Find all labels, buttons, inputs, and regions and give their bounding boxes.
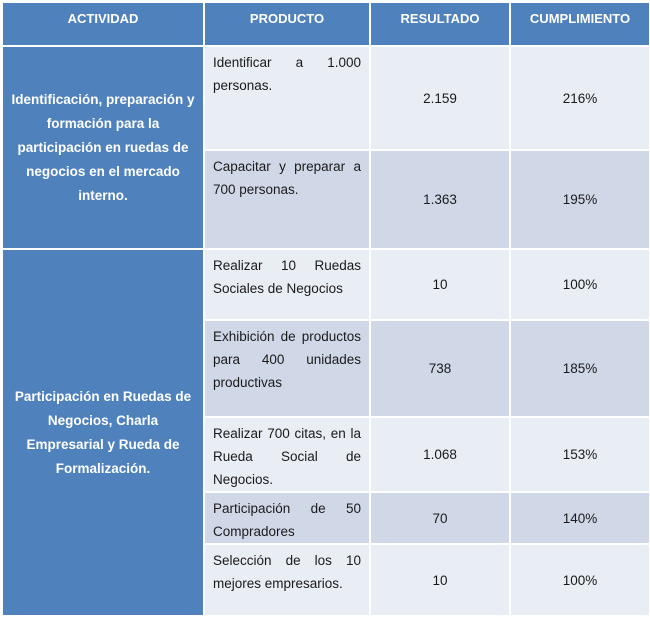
header-row: ACTIVIDAD PRODUCTO RESULTADO CUMPLIMIENT…	[1, 1, 650, 47]
product-cell: Selección de los 10 mejores empresarios.	[203, 543, 371, 617]
product-cell: Exhibición de productos para 400 unidade…	[203, 319, 371, 418]
activity-cell: Participación en Ruedas de Negocios, Cha…	[1, 248, 205, 617]
table-row: Exhibición de productos para 400 unidade…	[2, 319, 650, 418]
compliance-cell: 100%	[509, 543, 650, 617]
compliance-cell: 100%	[509, 248, 650, 321]
compliance-cell: 185%	[509, 319, 650, 418]
table-row: Participación en Ruedas de Negocios, Cha…	[1, 248, 650, 617]
result-cell: 10	[369, 248, 511, 321]
header-producto: PRODUCTO	[203, 1, 371, 47]
compliance-cell: 140%	[509, 491, 650, 545]
header-actividad: ACTIVIDAD	[1, 1, 205, 47]
product-cell: Capacitar y preparar a 700 personas.	[203, 149, 371, 250]
compliance-cell: 153%	[509, 416, 650, 493]
table-row: Identificación, preparación y formación …	[1, 45, 650, 250]
table-row: Selección de los 10 mejores empresarios.…	[2, 543, 650, 617]
product-cell: Participación de 50 Compradores	[203, 491, 371, 545]
result-cell: 1.363	[369, 149, 511, 250]
product-cell: Realizar 10 Ruedas Sociales de Negocios	[203, 248, 371, 321]
activity-cell: Identificación, preparación y formación …	[1, 45, 205, 250]
result-cell: 738	[369, 319, 511, 418]
table-row: Capacitar y preparar a 700 personas. 1.3…	[2, 149, 650, 250]
product-cell: Realizar 700 citas, en la Rueda Social d…	[203, 416, 371, 493]
table-row: Participación de 50 Compradores 70 140%	[2, 491, 650, 545]
result-cell: 2.159	[369, 45, 511, 151]
compliance-cell: 195%	[509, 149, 650, 250]
product-cell: Identificar a 1.000 personas.	[203, 45, 371, 151]
result-cell: 1.068	[369, 416, 511, 493]
table-row: Realizar 700 citas, en la Rueda Social d…	[2, 416, 650, 493]
header-cumplimiento: CUMPLIMIENTO	[509, 1, 650, 47]
result-cell: 70	[369, 491, 511, 545]
header-resultado: RESULTADO	[369, 1, 511, 47]
compliance-cell: 216%	[509, 45, 650, 151]
result-cell: 10	[369, 543, 511, 617]
